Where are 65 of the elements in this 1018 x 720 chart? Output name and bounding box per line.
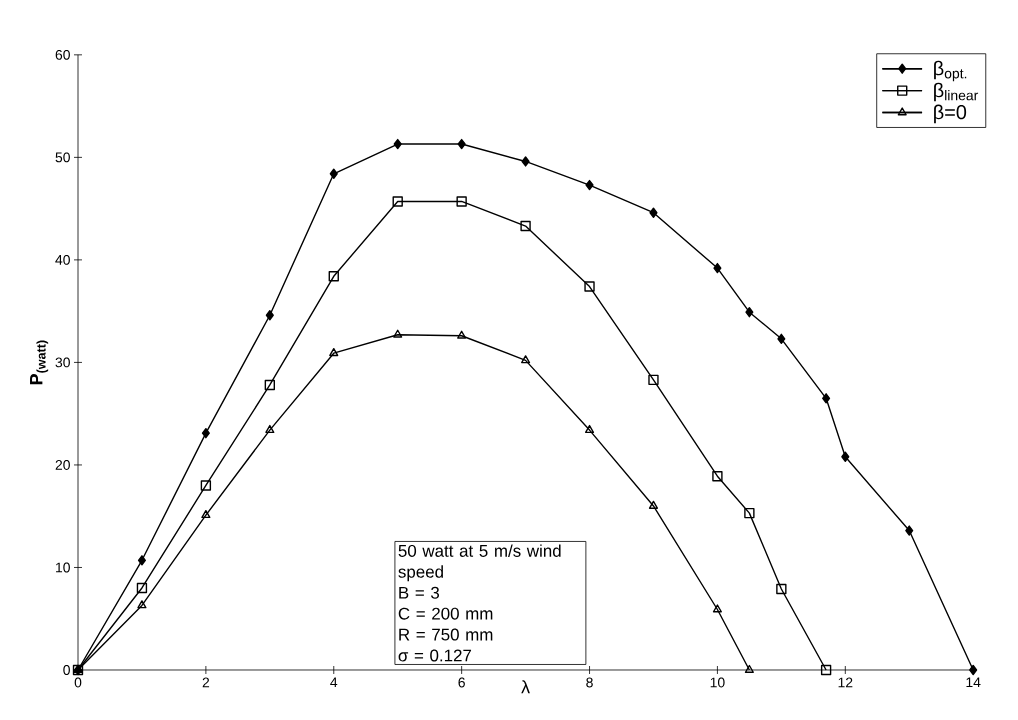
point xyxy=(745,307,754,318)
y-tick-label: 0 xyxy=(63,665,70,675)
y-axis-title: P$_{(watt)}$ xyxy=(30,340,49,385)
point xyxy=(841,451,850,462)
legend-label: β$_{opt.}$ xyxy=(934,60,967,82)
point xyxy=(649,207,658,218)
point xyxy=(265,310,274,321)
point xyxy=(393,329,403,338)
annotation: 50 watt at 5 m/s wind speed xyxy=(398,544,561,582)
point xyxy=(265,424,275,434)
point xyxy=(712,471,723,482)
point xyxy=(584,281,595,292)
point xyxy=(820,664,832,676)
point xyxy=(776,583,787,595)
y-tick-label: 50 xyxy=(55,152,70,163)
point xyxy=(521,156,530,167)
point xyxy=(713,262,722,274)
x-tick-label: 8 xyxy=(586,677,593,688)
point xyxy=(457,138,466,150)
point xyxy=(520,220,531,232)
point xyxy=(457,330,467,339)
point xyxy=(744,507,755,519)
point xyxy=(712,604,722,613)
point xyxy=(329,348,339,357)
x-tick-label: 10 xyxy=(710,677,725,688)
y-tick-label: 30 xyxy=(55,357,70,368)
x-tick-label: 14 xyxy=(966,677,981,688)
point xyxy=(905,525,914,536)
annotation: σ = 0.127 xyxy=(398,649,472,662)
point xyxy=(393,138,402,150)
x-tick-label: 2 xyxy=(202,677,210,688)
point xyxy=(822,393,831,404)
x-axis-title: λ xyxy=(521,680,530,694)
x-tick-label: 6 xyxy=(458,677,465,688)
point xyxy=(264,379,275,391)
point xyxy=(456,196,467,207)
point xyxy=(201,510,211,519)
point xyxy=(648,374,659,386)
point xyxy=(392,196,403,207)
y-tick-label: 10 xyxy=(56,562,70,573)
point xyxy=(584,424,595,434)
point xyxy=(777,333,786,345)
y-tick-label: 40 xyxy=(55,254,70,265)
point xyxy=(585,179,594,191)
legend-label: β$_{linear}$ xyxy=(934,82,979,102)
annotation: B = 3 xyxy=(399,586,440,599)
y-tick-label: 20 xyxy=(55,460,70,470)
y-tick-label: 60 xyxy=(55,49,70,60)
legend-label: β=0 xyxy=(934,104,967,124)
point xyxy=(329,168,338,179)
point xyxy=(744,664,754,673)
point xyxy=(136,582,148,594)
point xyxy=(137,600,147,609)
x-tick-label: 4 xyxy=(330,677,338,688)
annotation: C = 200 mm xyxy=(398,607,493,620)
point xyxy=(137,555,146,566)
point xyxy=(969,664,978,676)
x-tick-label: 0 xyxy=(74,677,82,688)
point xyxy=(521,355,531,364)
point xyxy=(201,427,210,439)
point xyxy=(200,480,212,491)
x-tick-label: 12 xyxy=(838,677,853,688)
annotation: R = 750 mm xyxy=(399,628,493,641)
point xyxy=(328,271,339,282)
point xyxy=(648,500,659,509)
